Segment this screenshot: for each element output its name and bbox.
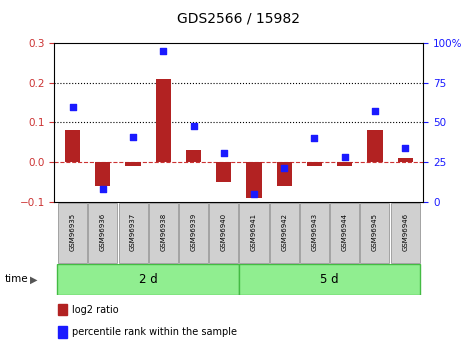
Text: percentile rank within the sample: percentile rank within the sample: [72, 327, 237, 337]
FancyBboxPatch shape: [209, 203, 238, 263]
Point: [402, 145, 409, 151]
FancyBboxPatch shape: [239, 203, 269, 263]
Text: GSM96942: GSM96942: [281, 213, 287, 250]
Point: [99, 186, 106, 192]
Bar: [186, 150, 201, 162]
Text: GSM96944: GSM96944: [342, 213, 348, 250]
Bar: [368, 130, 383, 162]
Bar: [337, 162, 352, 166]
Bar: [58, 326, 67, 338]
Point: [190, 123, 197, 128]
FancyBboxPatch shape: [239, 264, 420, 295]
Bar: [95, 162, 110, 186]
FancyBboxPatch shape: [58, 203, 87, 263]
FancyBboxPatch shape: [391, 203, 420, 263]
Bar: [216, 162, 231, 182]
Text: 2 d: 2 d: [139, 273, 158, 286]
FancyBboxPatch shape: [270, 203, 299, 263]
Text: log2 ratio: log2 ratio: [72, 305, 119, 315]
Text: GSM96939: GSM96939: [191, 213, 196, 251]
Text: GSM96940: GSM96940: [221, 213, 227, 251]
Point: [129, 134, 137, 139]
Bar: [307, 162, 322, 166]
Text: GSM96938: GSM96938: [160, 213, 166, 251]
FancyBboxPatch shape: [330, 203, 359, 263]
Text: GSM96936: GSM96936: [100, 213, 106, 251]
Bar: [277, 162, 292, 186]
Point: [220, 150, 228, 155]
Bar: [58, 304, 67, 315]
FancyBboxPatch shape: [360, 203, 389, 263]
Text: ▶: ▶: [30, 275, 38, 284]
Text: GSM96937: GSM96937: [130, 213, 136, 251]
Point: [250, 191, 258, 197]
Text: 5 d: 5 d: [320, 273, 339, 286]
Text: GSM96941: GSM96941: [251, 213, 257, 251]
Text: time: time: [5, 275, 28, 284]
FancyBboxPatch shape: [119, 203, 148, 263]
Text: GSM96943: GSM96943: [311, 213, 317, 251]
Bar: [246, 162, 262, 198]
FancyBboxPatch shape: [179, 203, 208, 263]
Point: [371, 109, 379, 114]
FancyBboxPatch shape: [149, 203, 178, 263]
Point: [69, 104, 76, 109]
Text: GSM96935: GSM96935: [70, 213, 76, 251]
FancyBboxPatch shape: [57, 264, 239, 295]
Bar: [65, 130, 80, 162]
Bar: [398, 158, 413, 162]
Bar: [156, 79, 171, 162]
Text: GSM96945: GSM96945: [372, 213, 378, 250]
Point: [280, 166, 288, 171]
Text: GDS2566 / 15982: GDS2566 / 15982: [177, 12, 300, 26]
Text: GSM96946: GSM96946: [402, 213, 408, 251]
Point: [159, 48, 167, 54]
Point: [341, 155, 349, 160]
Bar: [125, 162, 140, 166]
FancyBboxPatch shape: [88, 203, 117, 263]
FancyBboxPatch shape: [300, 203, 329, 263]
Point: [311, 136, 318, 141]
